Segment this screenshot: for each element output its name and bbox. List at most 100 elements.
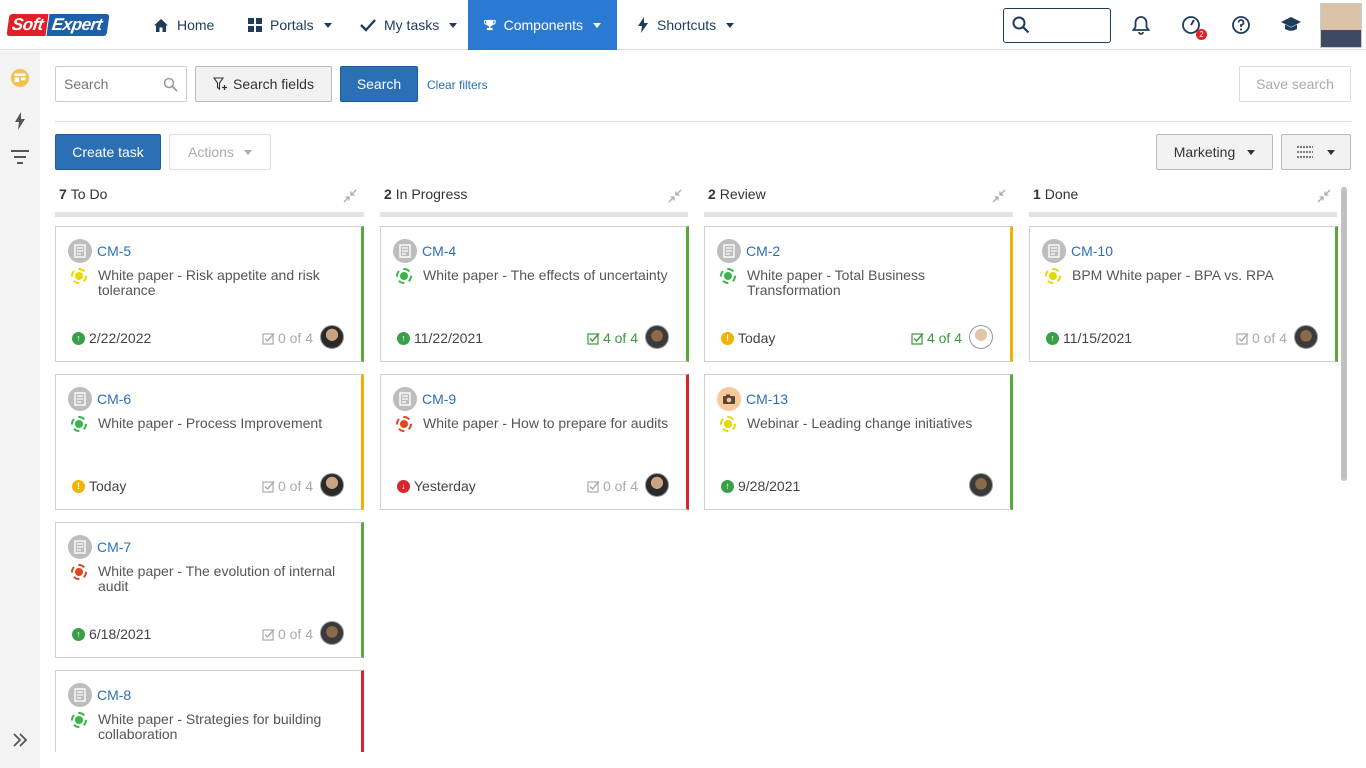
check-icon (360, 19, 376, 32)
warning-icon: ! (72, 479, 85, 493)
collapse-column-icon[interactable] (343, 189, 357, 203)
bolt-icon (638, 17, 648, 33)
task-card[interactable]: CM-9 White paper - How to prepare for au… (380, 374, 689, 510)
column-header-review: 2 Review (708, 186, 766, 206)
nav-components[interactable]: Components (468, 0, 617, 50)
date-text: 11/15/2021 (1063, 330, 1133, 346)
nav-shortcuts[interactable]: Shortcuts (621, 0, 750, 50)
create-task-button[interactable]: Create task (55, 134, 161, 170)
arrow-up-icon: ↑ (1046, 331, 1059, 345)
workload-icon[interactable]: 2 (1179, 13, 1207, 40)
softexpert-logo[interactable]: Soft Expert (6, 12, 110, 38)
checklist-progress: 0 of 4 (587, 478, 638, 494)
filter-icon[interactable] (10, 147, 30, 167)
checklist-text: 0 of 4 (277, 478, 313, 494)
task-code-link[interactable]: CM-9 (422, 391, 457, 407)
search-fields-label: Search fields (233, 76, 314, 92)
task-card[interactable]: CM-5 White paper - Risk appetite and ris… (55, 226, 364, 362)
status-indicator (1045, 268, 1061, 284)
assignee-avatar[interactable] (969, 325, 993, 349)
actions-label: Actions (188, 144, 234, 160)
checkbox-icon (911, 332, 924, 345)
view-options-button[interactable] (1281, 134, 1351, 170)
column-count: 2 (708, 186, 716, 202)
save-search-button[interactable]: Save search (1239, 66, 1351, 102)
nav-home[interactable]: Home (137, 0, 230, 50)
column-header-in-progress: 2 In Progress (384, 186, 467, 206)
task-code-link[interactable]: CM-10 (1071, 243, 1114, 259)
assignee-avatar[interactable] (320, 473, 344, 497)
collapse-column-icon[interactable] (668, 189, 682, 203)
bell-icon[interactable] (1129, 13, 1153, 37)
bolt-icon[interactable] (10, 111, 30, 131)
document-icon (68, 387, 92, 411)
assignee-avatar[interactable] (969, 473, 993, 497)
assignee-avatar[interactable] (645, 473, 669, 497)
top-navbar: Soft Expert Home Portals My tasks Compone… (0, 0, 1366, 50)
task-card[interactable]: CM-2 White paper - Total Business Transf… (704, 226, 1013, 362)
checklist-progress: 0 of 4 (1236, 330, 1287, 346)
assignee-avatar[interactable] (320, 325, 344, 349)
task-code-link[interactable]: CM-4 (422, 243, 457, 259)
checklist-text: 0 of 4 (602, 478, 638, 494)
nav-my-tasks[interactable]: My tasks (344, 0, 473, 50)
task-title: White paper - Total Business Transformat… (747, 267, 925, 298)
document-icon (393, 239, 417, 263)
task-date: ↑ 9/28/2021 (721, 478, 800, 494)
task-card[interactable]: CM-10 BPM White paper - BPA vs. RPA ↑ 11/… (1029, 226, 1338, 362)
task-card[interactable]: CM-13 Webinar - Leading change initiativ… (704, 374, 1013, 510)
help-icon[interactable] (1229, 13, 1253, 37)
expand-icon[interactable] (10, 730, 30, 750)
task-date: ↓ Yesterday (397, 478, 476, 494)
column-title: In Progress (395, 186, 468, 202)
search-fields-button[interactable]: Search fields (195, 66, 332, 102)
filter-plus-icon (213, 77, 228, 91)
task-date: ↑ 2/22/2022 (72, 330, 151, 346)
task-title: White paper - The effects of uncertainty (423, 267, 668, 283)
task-card[interactable]: CM-6 White paper - Process Improvement !… (55, 374, 364, 510)
kanban-icon[interactable] (10, 68, 30, 88)
task-code-link[interactable]: CM-8 (97, 687, 132, 703)
search-input[interactable] (56, 67, 156, 101)
task-code-link[interactable]: CM-13 (746, 391, 789, 407)
search-field[interactable] (55, 66, 187, 102)
task-code-link[interactable]: CM-5 (97, 243, 132, 259)
search-button[interactable]: Search (340, 66, 418, 102)
arrow-up-icon: ↑ (72, 331, 85, 345)
task-code-link[interactable]: CM-2 (746, 243, 781, 259)
task-code-link[interactable]: CM-7 (97, 539, 132, 555)
task-date: ↑ 11/15/2021 (1046, 330, 1132, 346)
collapse-column-icon[interactable] (1317, 189, 1331, 203)
collapse-column-icon[interactable] (992, 189, 1006, 203)
document-icon (68, 239, 92, 263)
board-scrollbar[interactable] (1341, 187, 1347, 481)
column-bar (380, 212, 688, 217)
task-title: White paper - Strategies for building co… (98, 711, 322, 742)
date-text: 9/28/2021 (738, 478, 801, 494)
assignee-avatar[interactable] (320, 621, 344, 645)
chevron-down-icon (1327, 149, 1335, 155)
graduation-cap-icon[interactable] (1279, 13, 1303, 37)
date-text: 2/22/2022 (89, 330, 152, 346)
date-text: Today (89, 478, 127, 494)
board-select[interactable]: Marketing (1156, 134, 1273, 170)
nav-components-label: Components (503, 17, 583, 33)
checklist-progress: 4 of 4 (911, 330, 962, 346)
column-header-todo: 7 To Do (59, 186, 107, 206)
arrow-up-icon: ↑ (72, 627, 85, 641)
arrow-up-icon: ↑ (721, 479, 734, 493)
task-code-link[interactable]: CM-6 (97, 391, 132, 407)
nav-my-tasks-label: My tasks (384, 17, 440, 33)
global-search-input[interactable] (1003, 8, 1111, 43)
task-card[interactable]: CM-4 White paper - The effects of uncert… (380, 226, 689, 362)
actions-dropdown[interactable]: Actions (169, 134, 271, 170)
nav-portals[interactable]: Portals (232, 0, 348, 50)
task-card[interactable]: CM-8 White paper - Strategies for buildi… (55, 670, 364, 752)
chevron-down-icon (726, 22, 735, 28)
column-count: 1 (1033, 186, 1041, 202)
task-card[interactable]: CM-7 White paper - The evolution of inte… (55, 522, 364, 658)
clear-filters-link[interactable]: Clear filters (427, 78, 488, 92)
user-avatar[interactable] (1320, 3, 1362, 48)
assignee-avatar[interactable] (1294, 325, 1318, 349)
assignee-avatar[interactable] (645, 325, 669, 349)
